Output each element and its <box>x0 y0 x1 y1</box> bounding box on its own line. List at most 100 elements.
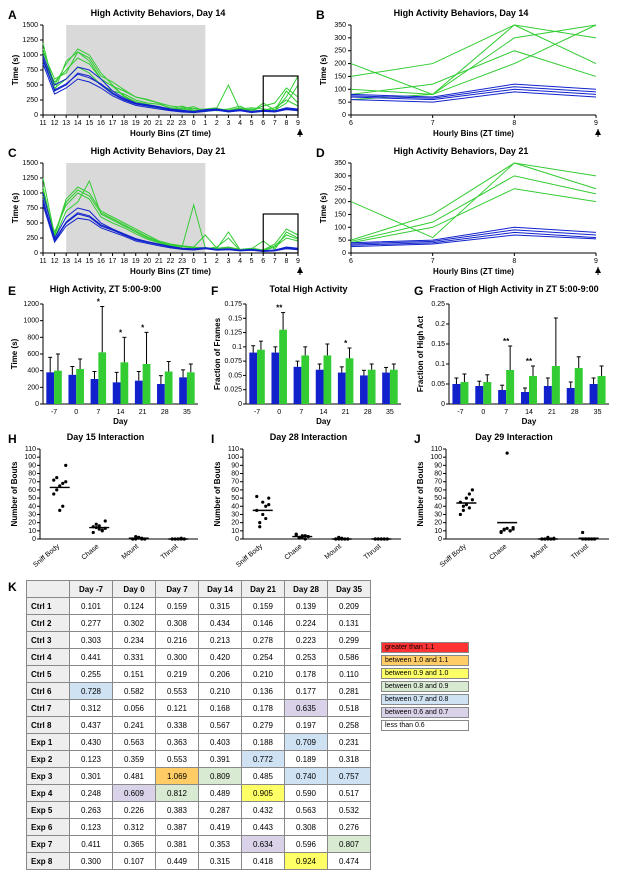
panel-i-title: Day 28 Interaction <box>211 432 406 442</box>
svg-text:750: 750 <box>26 205 38 212</box>
svg-text:8: 8 <box>284 120 288 127</box>
legend-row: between 1.0 and 1.1 <box>381 655 469 666</box>
svg-text:9: 9 <box>594 258 598 265</box>
svg-text:28: 28 <box>571 409 579 416</box>
svg-text:17: 17 <box>109 258 117 265</box>
panel-c-label: C <box>8 146 17 160</box>
svg-text:400: 400 <box>27 368 39 375</box>
table-cell: 0.331 <box>113 649 156 666</box>
svg-text:Thrust: Thrust <box>160 543 180 561</box>
panel-d-chart: 0501001502002503003506789Hourly Bins (ZT… <box>316 158 606 278</box>
svg-text:35: 35 <box>183 409 191 416</box>
svg-text:60: 60 <box>434 487 442 494</box>
svg-text:35: 35 <box>594 409 602 416</box>
table-cell: 0.219 <box>156 666 199 683</box>
svg-text:0.175: 0.175 <box>224 301 242 308</box>
svg-text:Time (s): Time (s) <box>10 338 19 369</box>
table-cell: 0.178 <box>242 700 285 717</box>
svg-text:Chase: Chase <box>284 543 304 561</box>
row-name: Ctrl 8 <box>27 717 70 734</box>
table-header: Day 14 <box>199 581 242 598</box>
panel-e-label: E <box>8 284 16 298</box>
svg-text:10: 10 <box>28 528 36 535</box>
svg-text:3: 3 <box>227 120 231 127</box>
table-cell: 0.809 <box>199 768 242 785</box>
svg-text:Mount: Mount <box>121 543 140 561</box>
row-name: Ctrl 3 <box>27 632 70 649</box>
svg-text:750: 750 <box>26 67 38 74</box>
table-cell: 0.302 <box>113 615 156 632</box>
svg-text:12: 12 <box>51 258 59 265</box>
table-row: Ctrl 50.2550.1510.2190.2060.2100.1780.11… <box>27 666 371 683</box>
table-cell: 0.318 <box>328 751 371 768</box>
table-cell: 0.609 <box>113 785 156 802</box>
panel-j-label: J <box>414 432 421 446</box>
svg-text:Hourly Bins (ZT time): Hourly Bins (ZT time) <box>433 267 514 276</box>
svg-text:50: 50 <box>434 495 442 502</box>
table-cell: 0.210 <box>242 666 285 683</box>
table-cell: 0.481 <box>113 768 156 785</box>
legend-row: between 0.9 and 1.0 <box>381 668 469 679</box>
svg-text:13: 13 <box>62 120 70 127</box>
svg-text:90: 90 <box>28 462 36 469</box>
table-cell: 0.188 <box>242 734 285 751</box>
table-cell: 0.411 <box>70 836 113 853</box>
table-cell: 0.403 <box>199 734 242 751</box>
panel-a-label: A <box>8 8 17 22</box>
svg-text:50: 50 <box>338 237 346 244</box>
svg-text:70: 70 <box>231 479 239 486</box>
table-cell: 0.159 <box>156 598 199 615</box>
svg-text:12: 12 <box>51 120 59 127</box>
svg-text:100: 100 <box>334 224 346 231</box>
svg-text:0: 0 <box>481 409 485 416</box>
svg-text:0: 0 <box>438 536 442 543</box>
svg-text:18: 18 <box>120 258 128 265</box>
panel-h-title: Day 15 Interaction <box>8 432 203 442</box>
table-cell: 0.213 <box>199 632 242 649</box>
table-cell: 0.277 <box>70 615 113 632</box>
svg-text:21: 21 <box>548 409 556 416</box>
svg-text:9: 9 <box>296 120 300 127</box>
table-cell: 0.278 <box>242 632 285 649</box>
table-cell: 0.437 <box>70 717 113 734</box>
table-cell: 0.924 <box>285 853 328 870</box>
table-cell: 0.178 <box>285 666 328 683</box>
table-cell: 0.596 <box>285 836 328 853</box>
table-cell: 0.124 <box>113 598 156 615</box>
svg-text:Mount: Mount <box>324 543 343 561</box>
row-name: Exp 2 <box>27 751 70 768</box>
table-cell: 0.151 <box>113 666 156 683</box>
svg-text:Time (s): Time (s) <box>319 192 328 223</box>
svg-text:0: 0 <box>74 409 78 416</box>
svg-text:10: 10 <box>434 528 442 535</box>
svg-text:1000: 1000 <box>22 52 38 59</box>
svg-text:**: ** <box>526 357 533 366</box>
svg-text:14: 14 <box>320 409 328 416</box>
table-cell: 0.740 <box>285 768 328 785</box>
svg-text:Sniff Body: Sniff Body <box>235 543 264 569</box>
table-cell: 0.383 <box>156 802 199 819</box>
table-cell: 0.634 <box>242 836 285 853</box>
table-cell: 0.474 <box>328 853 371 870</box>
table-cell: 0.365 <box>113 836 156 853</box>
svg-text:14: 14 <box>74 258 82 265</box>
panel-a-chart: 0250500750100012501500111213141516171819… <box>8 20 308 140</box>
table-cell: 0.189 <box>285 751 328 768</box>
legend-label: between 0.6 and 0.7 <box>381 707 469 718</box>
svg-text:-7: -7 <box>254 409 260 416</box>
table-header: Day 28 <box>285 581 328 598</box>
svg-text:14: 14 <box>525 409 533 416</box>
svg-text:19: 19 <box>132 258 140 265</box>
svg-text:4: 4 <box>238 258 242 265</box>
panel-b: B High Activity Behaviors, Day 14 050100… <box>316 8 606 140</box>
svg-text:23: 23 <box>178 258 186 265</box>
svg-text:6: 6 <box>261 120 265 127</box>
panel-c-title: High Activity Behaviors, Day 21 <box>8 146 308 156</box>
table-cell: 0.308 <box>156 615 199 632</box>
svg-text:0.15: 0.15 <box>228 315 242 322</box>
table-row: Exp 50.2630.2260.3830.2870.4320.5630.532 <box>27 802 371 819</box>
svg-text:13: 13 <box>62 258 70 265</box>
table-row: Exp 40.2480.6090.8120.4890.9050.5900.517 <box>27 785 371 802</box>
table-cell: 0.101 <box>70 598 113 615</box>
svg-text:*: * <box>97 298 101 307</box>
